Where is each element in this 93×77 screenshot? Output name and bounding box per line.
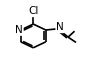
Text: N: N xyxy=(15,25,23,35)
Text: N: N xyxy=(56,22,64,32)
Text: Cl: Cl xyxy=(28,6,38,16)
